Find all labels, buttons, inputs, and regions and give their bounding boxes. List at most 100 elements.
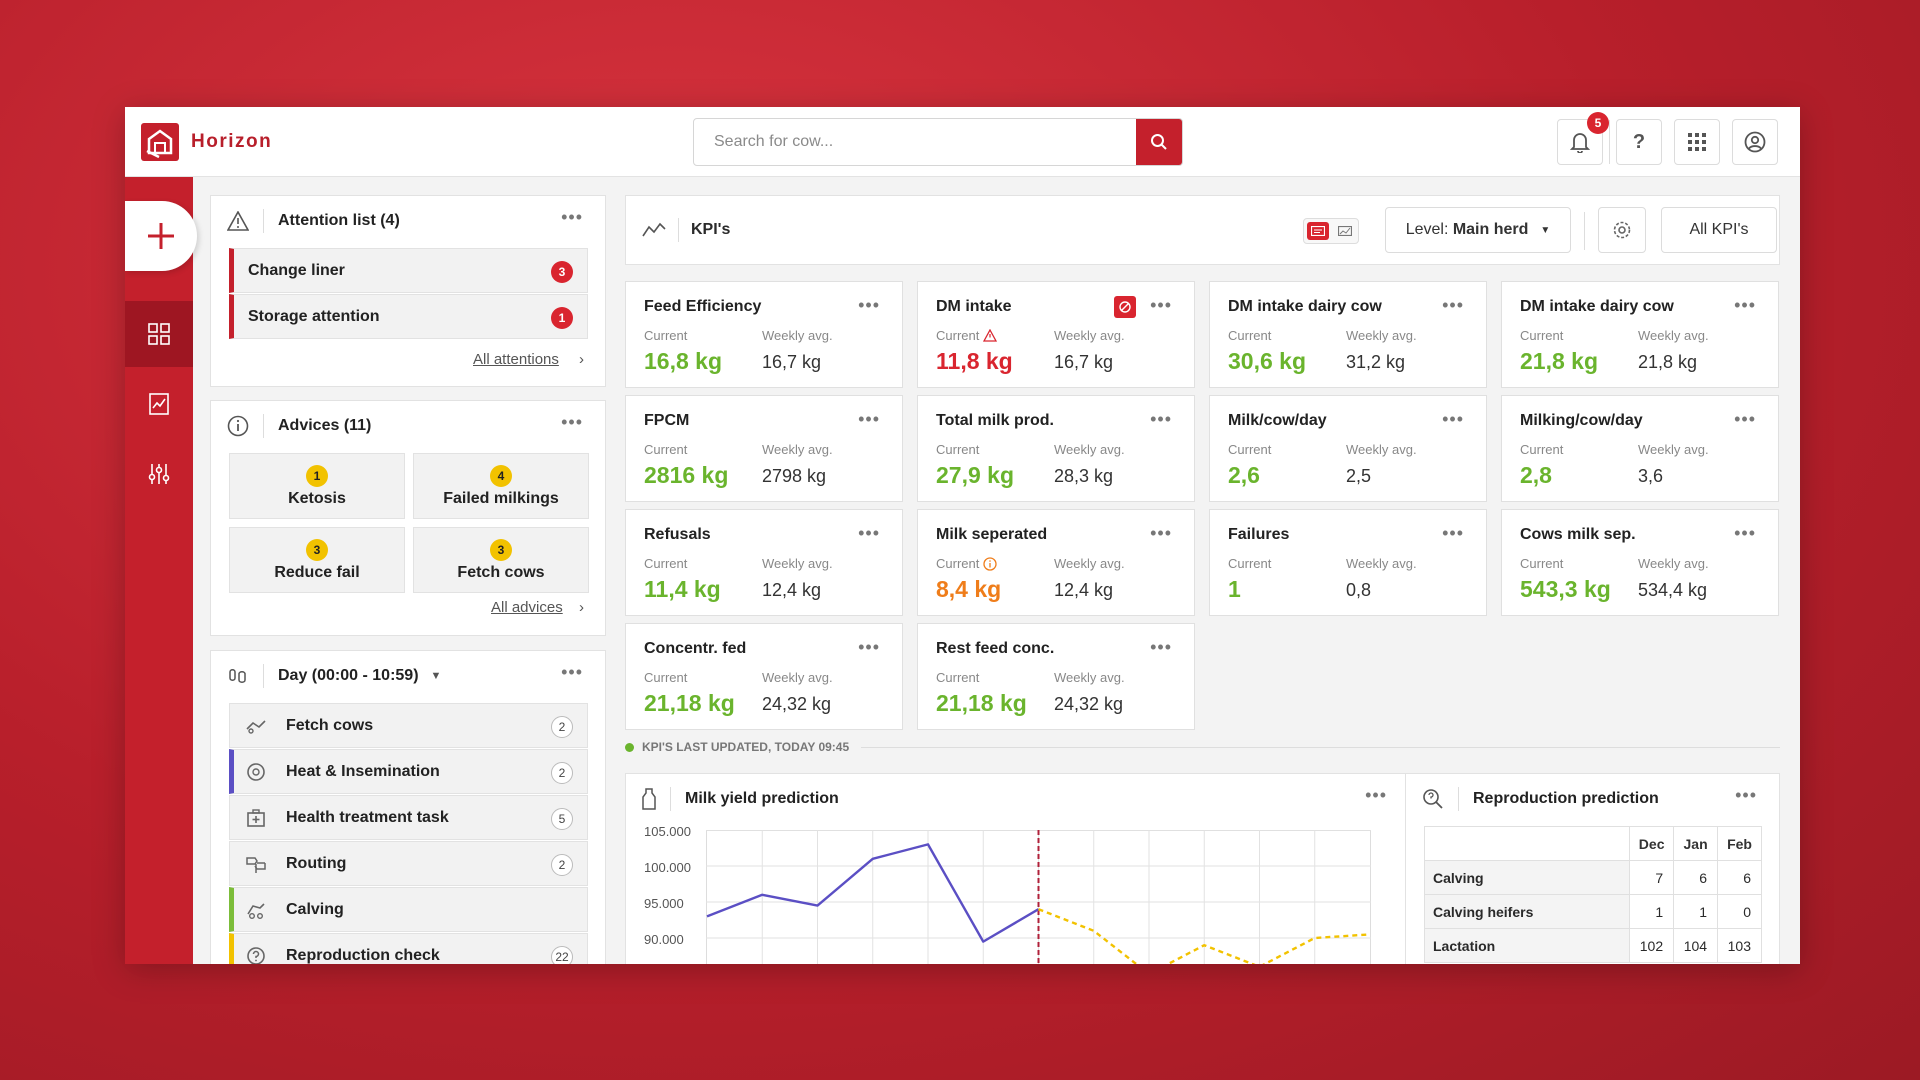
kpi-title: Refusals bbox=[644, 526, 711, 543]
advices-menu-button[interactable]: ••• bbox=[561, 412, 583, 432]
level-dropdown[interactable]: Level: Main herd ▼ bbox=[1385, 207, 1571, 253]
profile-button[interactable] bbox=[1732, 119, 1778, 165]
current-label-text: Current bbox=[1228, 556, 1272, 571]
kpi-current-label: Current bbox=[936, 328, 998, 343]
task-row[interactable]: Heat & Insemination 2 bbox=[229, 749, 588, 794]
reproduction-header: Reproduction prediction bbox=[1406, 774, 1779, 824]
notification-count-badge: 5 bbox=[1587, 112, 1609, 134]
attention-menu-button[interactable]: ••• bbox=[561, 207, 583, 227]
kpi-card[interactable]: Milk/cow/day ••• Current Weekly avg. 2,6 2,5 bbox=[1209, 395, 1487, 502]
logo[interactable]: Horizon bbox=[141, 123, 272, 161]
task-row[interactable]: Calving bbox=[229, 887, 588, 932]
kpi-card[interactable]: DM intake ••• Current Weekly avg. 11,8 kg 16,… bbox=[917, 281, 1195, 388]
advice-tile[interactable]: 1 Ketosis bbox=[229, 453, 405, 519]
notifications-button[interactable]: 5 bbox=[1557, 112, 1609, 165]
add-button[interactable] bbox=[125, 201, 197, 271]
day-tasks-menu-button[interactable]: ••• bbox=[561, 662, 583, 682]
kpi-current-value: 2,6 bbox=[1228, 462, 1260, 488]
rail-item-reports[interactable] bbox=[125, 371, 193, 437]
table-cell: 104 bbox=[1673, 928, 1719, 963]
kpi-menu-button[interactable]: ••• bbox=[858, 295, 880, 315]
task-row[interactable]: Health treatment task 5 bbox=[229, 795, 588, 840]
table-cell: 103 bbox=[1717, 928, 1762, 963]
kpi-current-value: 30,6 kg bbox=[1228, 348, 1306, 374]
kpi-card[interactable]: Milking/cow/day ••• Current Weekly avg. 2,8 3… bbox=[1501, 395, 1779, 502]
kpi-menu-button[interactable]: ••• bbox=[1734, 409, 1756, 429]
alert-badge-icon[interactable] bbox=[1114, 296, 1136, 318]
kpi-menu-button[interactable]: ••• bbox=[1150, 523, 1172, 543]
kpi-current-label: Current bbox=[1520, 328, 1563, 343]
kpi-card[interactable]: FPCM ••• Current Weekly avg. 2816 kg 2798 kg bbox=[625, 395, 903, 502]
help-button[interactable]: ? bbox=[1616, 119, 1662, 165]
status-dot bbox=[625, 742, 634, 752]
kpi-menu-button[interactable]: ••• bbox=[1150, 409, 1172, 429]
kpi-card[interactable]: Refusals ••• Current Weekly avg. 11,4 kg 12,4… bbox=[625, 509, 903, 616]
kpi-menu-button[interactable]: ••• bbox=[858, 409, 880, 429]
kpi-card[interactable]: Concentr. fed ••• Current Weekly avg. 21,18 … bbox=[625, 623, 903, 730]
advice-tile[interactable]: 3 Reduce fail bbox=[229, 527, 405, 593]
medical-kit-icon bbox=[244, 808, 268, 828]
task-row[interactable]: Routing 2 bbox=[229, 841, 588, 886]
all-kpis-button[interactable]: All KPI's bbox=[1661, 207, 1777, 253]
kpi-card[interactable]: Feed Efficiency ••• Current Weekly avg. 16,8… bbox=[625, 281, 903, 388]
chart-view-icon[interactable] bbox=[1334, 222, 1356, 240]
kpi-settings-button[interactable] bbox=[1598, 207, 1646, 253]
kpi-card[interactable]: Failures ••• Current Weekly avg. 1 0,8 bbox=[1209, 509, 1487, 616]
search-input[interactable] bbox=[694, 119, 1136, 165]
kpi-weekly-value: 12,4 kg bbox=[762, 580, 822, 600]
kpi-card[interactable]: DM intake dairy cow ••• Current Weekly avg.… bbox=[1209, 281, 1487, 388]
kpi-menu-button[interactable]: ••• bbox=[1734, 295, 1756, 315]
kpi-card[interactable]: Cows milk sep. ••• Current Weekly avg. 543,3… bbox=[1501, 509, 1779, 616]
kpi-weekly-label: Weekly avg. bbox=[762, 670, 833, 685]
divider bbox=[1609, 120, 1610, 164]
chevron-right-icon: › bbox=[579, 351, 584, 368]
kpi-card[interactable]: Milk seperated ••• Current Weekly avg. 8,4 k… bbox=[917, 509, 1195, 616]
kpi-current-value: 8,4 kg bbox=[936, 576, 1002, 602]
advice-count-badge: 4 bbox=[490, 464, 512, 487]
milk-bottle-icon bbox=[642, 788, 656, 810]
kpi-menu-button[interactable]: ••• bbox=[1442, 295, 1464, 315]
kpi-menu-button[interactable]: ••• bbox=[858, 637, 880, 657]
advice-tile[interactable]: 3 Fetch cows bbox=[413, 527, 589, 593]
kpi-weekly-label: Weekly avg. bbox=[762, 556, 833, 571]
apps-button[interactable] bbox=[1674, 119, 1720, 165]
all-attentions-link[interactable]: All attentions bbox=[473, 351, 559, 368]
kpi-card[interactable]: DM intake dairy cow ••• Current Weekly avg.… bbox=[1501, 281, 1779, 388]
attention-item[interactable]: Storage attention 1 bbox=[229, 294, 588, 339]
attention-item[interactable]: Change liner 3 bbox=[229, 248, 588, 293]
task-row[interactable]: Fetch cows 2 bbox=[229, 703, 588, 748]
kpi-menu-button[interactable]: ••• bbox=[1150, 295, 1172, 315]
view-toggle[interactable] bbox=[1303, 218, 1359, 244]
app-window: Horizon 5 ? bbox=[125, 107, 1800, 964]
attention-item-count: 1 bbox=[551, 307, 573, 329]
advices-header: Advices (11) bbox=[211, 401, 605, 451]
tile-view-icon[interactable] bbox=[1306, 222, 1329, 240]
kpi-title: Failures bbox=[1228, 526, 1290, 543]
day-tasks-header[interactable]: Day (00:00 - 10:59) ▼ bbox=[211, 651, 605, 701]
rail-item-dashboard[interactable] bbox=[125, 301, 193, 367]
kpi-menu-button[interactable]: ••• bbox=[1150, 637, 1172, 657]
kpi-menu-button[interactable]: ••• bbox=[858, 523, 880, 543]
rail-item-settings[interactable] bbox=[125, 441, 193, 507]
kpi-menu-button[interactable]: ••• bbox=[1442, 409, 1464, 429]
kpi-menu-button[interactable]: ••• bbox=[1442, 523, 1464, 543]
reproduction-menu-button[interactable]: ••• bbox=[1735, 785, 1757, 805]
kpi-title: DM intake dairy cow bbox=[1228, 298, 1382, 315]
all-advices-link[interactable]: All advices bbox=[491, 599, 563, 616]
app-name: Horizon bbox=[191, 131, 273, 152]
kpi-card[interactable]: Rest feed conc. ••• Current Weekly avg. 21,1… bbox=[917, 623, 1195, 730]
kpi-card[interactable]: Total milk prod. ••• Current Weekly avg. 27,… bbox=[917, 395, 1195, 502]
kpi-menu-button[interactable]: ••• bbox=[1734, 523, 1756, 543]
search-button[interactable] bbox=[1136, 119, 1182, 165]
row-label: Calving bbox=[1423, 860, 1631, 895]
task-row[interactable]: Reproduction check 22 bbox=[229, 933, 588, 964]
row-label: Calving heifers bbox=[1423, 894, 1631, 929]
kpi-current-label: Current bbox=[644, 556, 687, 571]
kpi-weekly-value: 21,8 kg bbox=[1638, 352, 1698, 372]
kpi-current-value: 16,8 kg bbox=[644, 348, 722, 374]
month-header: Feb bbox=[1717, 826, 1762, 861]
kpi-weekly-label: Weekly avg. bbox=[1054, 328, 1125, 343]
table-row: Calving 7 6 6 bbox=[1423, 860, 1762, 895]
milk-yield-menu-button[interactable]: ••• bbox=[1365, 785, 1387, 805]
advice-tile[interactable]: 4 Failed milkings bbox=[413, 453, 589, 519]
